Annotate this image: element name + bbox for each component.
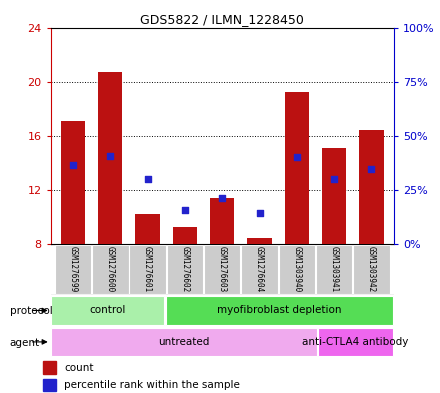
Point <box>181 207 188 213</box>
Text: GSM1276599: GSM1276599 <box>69 246 77 292</box>
FancyBboxPatch shape <box>316 245 352 294</box>
Bar <box>98 72 122 244</box>
Text: percentile rank within the sample: percentile rank within the sample <box>64 380 240 390</box>
Text: agent: agent <box>10 338 40 348</box>
Bar <box>285 92 309 244</box>
FancyBboxPatch shape <box>55 245 91 294</box>
Text: untreated: untreated <box>158 337 210 347</box>
FancyBboxPatch shape <box>279 245 315 294</box>
Bar <box>43 379 56 391</box>
Text: GSM1276604: GSM1276604 <box>255 246 264 292</box>
Point <box>144 176 151 182</box>
Bar <box>359 130 384 244</box>
Bar <box>322 148 346 244</box>
FancyBboxPatch shape <box>318 328 393 356</box>
FancyBboxPatch shape <box>92 245 128 294</box>
FancyBboxPatch shape <box>353 245 390 294</box>
Text: GSM1303940: GSM1303940 <box>292 246 301 292</box>
Bar <box>43 361 56 373</box>
FancyBboxPatch shape <box>129 245 166 294</box>
Text: GSM1276600: GSM1276600 <box>106 246 115 292</box>
Text: anti-CTLA4 antibody: anti-CTLA4 antibody <box>302 337 409 347</box>
Bar <box>210 198 235 244</box>
FancyBboxPatch shape <box>167 245 203 294</box>
Point <box>219 195 226 201</box>
Text: GSM1303942: GSM1303942 <box>367 246 376 292</box>
Point <box>330 176 337 182</box>
Text: GSM1303941: GSM1303941 <box>330 246 339 292</box>
Point <box>293 154 301 160</box>
Text: GSM1276601: GSM1276601 <box>143 246 152 292</box>
Text: myofibroblast depletion: myofibroblast depletion <box>217 305 341 316</box>
FancyBboxPatch shape <box>204 245 241 294</box>
Text: count: count <box>64 362 94 373</box>
Text: GSM1276602: GSM1276602 <box>180 246 189 292</box>
FancyBboxPatch shape <box>166 296 393 325</box>
Bar <box>247 238 271 244</box>
FancyBboxPatch shape <box>241 245 278 294</box>
Text: GSM1276603: GSM1276603 <box>218 246 227 292</box>
Bar <box>173 228 197 244</box>
Text: control: control <box>90 305 126 316</box>
Title: GDS5822 / ILMN_1228450: GDS5822 / ILMN_1228450 <box>140 13 304 26</box>
Point <box>70 162 77 169</box>
Point <box>107 153 114 159</box>
Point <box>368 166 375 173</box>
Bar <box>136 214 160 244</box>
Point <box>256 209 263 216</box>
Text: protocol: protocol <box>10 306 52 316</box>
FancyBboxPatch shape <box>51 328 317 356</box>
FancyBboxPatch shape <box>51 296 164 325</box>
Bar <box>61 121 85 244</box>
